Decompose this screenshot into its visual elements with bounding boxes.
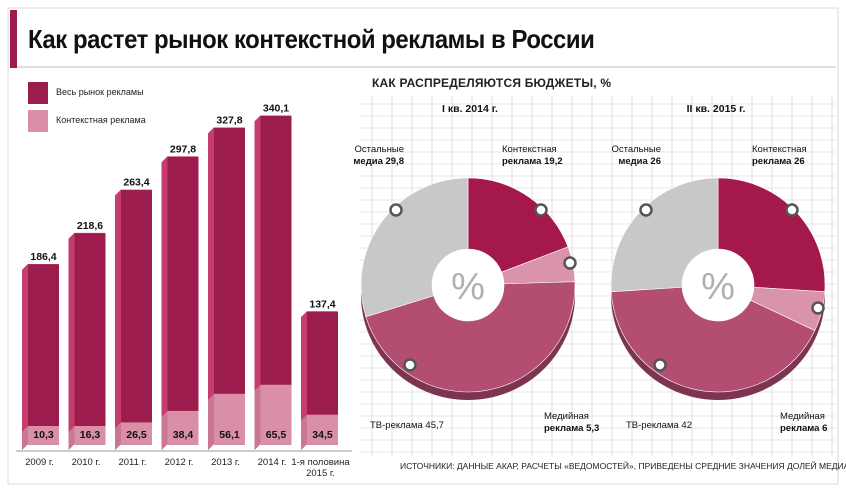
bar-total-side — [115, 189, 121, 450]
pie-slice-label: Медийная реклама 6 — [780, 411, 827, 434]
pie-slice-label-line: Медийная — [544, 411, 589, 422]
bar-total-side — [301, 311, 307, 450]
x-tick-label: 2010 г. — [72, 457, 101, 468]
bar-context — [28, 426, 59, 444]
pie-slice — [467, 177, 569, 273]
x-tick-line: 1-я половина — [291, 457, 350, 468]
pie-slice-label: Контекстная реклама 26 — [752, 144, 807, 167]
bar-total-side — [22, 263, 28, 450]
bar-total-side — [161, 156, 168, 450]
bar-context — [260, 384, 292, 444]
bar-value-label-total: 218,6 — [77, 220, 103, 232]
bar-context-side — [115, 422, 121, 450]
bar-context-side — [254, 384, 261, 450]
bar-value-label-context: 16,3 — [80, 429, 101, 441]
bar-value-label-total: 297,8 — [170, 143, 196, 155]
bar-total — [74, 233, 106, 445]
source-note: ИСТОЧНИКИ: ДАННЫЕ АКАР, РАСЧЕТЫ «ВЕДОМОС… — [400, 461, 846, 471]
frame — [7, 7, 839, 485]
pie-slice-label-line: Контекстная — [502, 144, 557, 155]
pie-slice-label-line: реклама 5,3 — [544, 423, 599, 434]
bar-total — [28, 264, 59, 445]
title-accent — [10, 10, 17, 68]
pie-slice-label-line: ТВ-реклама 42 — [626, 420, 692, 431]
x-tick-label: 1-я половина 2015 г. — [291, 457, 350, 479]
pie-leader-dot — [653, 358, 667, 372]
bar-context-side — [22, 426, 28, 450]
pie-slice-label-line: медиа 29,8 — [353, 156, 404, 167]
bar-context — [121, 422, 152, 444]
bar-context — [74, 426, 106, 444]
pie-center-label: % — [451, 266, 485, 308]
pie-slice-label: ТВ-реклама 45,7 — [370, 420, 444, 431]
bar-value-label-context: 10,3 — [33, 429, 54, 441]
bar-context-side — [68, 426, 75, 450]
bar-value-label-context: 56,1 — [219, 429, 240, 441]
bar-total-side — [68, 232, 75, 450]
pie-leader-dot — [403, 358, 417, 372]
pie-slice-label-line: Медийная — [780, 411, 825, 422]
pie-hole — [432, 249, 504, 321]
pie-title: I кв. 2014 г. — [442, 103, 498, 115]
pie-slice-label: ТВ-реклама 42 — [626, 420, 692, 431]
pie-leader-dot — [534, 203, 548, 217]
pie-slice-label: Остальные медиа 26 — [611, 144, 661, 167]
legend-label-total: Весь рынок рекламы — [56, 87, 144, 97]
x-tick-label: 2013 г. — [211, 457, 240, 468]
pie-slice-label-line: реклама 19,2 — [502, 156, 563, 167]
legend-swatch-context — [28, 110, 48, 132]
x-tick-label: 2009 г. — [25, 457, 54, 468]
bar-value-label-context: 26,5 — [126, 429, 147, 441]
pie-hole — [682, 249, 754, 321]
bar-value-label-context: 34,5 — [312, 429, 333, 441]
pie-slice-label: Контекстная реклама 19,2 — [502, 144, 563, 167]
bar-total-side — [208, 127, 214, 451]
bar-total-side — [254, 115, 261, 450]
pie-slice-label-line: реклама 6 — [780, 423, 827, 434]
bar-total — [214, 127, 245, 445]
pie-slice-label-line: медиа 26 — [618, 156, 661, 167]
title-backdrop — [10, 10, 836, 68]
bar-total — [167, 156, 199, 445]
bar-value-label-total: 327,8 — [216, 114, 242, 126]
bar-value-label-total: 263,4 — [123, 177, 149, 189]
bar-context-side — [161, 410, 168, 450]
bar-value-label-total: 186,4 — [30, 251, 56, 263]
page-title: Как растет рынок контекстной рекламы в Р… — [28, 24, 595, 54]
bar-context — [167, 410, 199, 444]
bar-value-label-context: 38,4 — [173, 429, 194, 441]
pie-slice-label-line: Остальные — [354, 144, 404, 155]
bar-value-label-context: 65,5 — [266, 429, 287, 441]
pie-leader-dot — [811, 301, 825, 315]
x-tick-label: 2012 г. — [165, 457, 194, 468]
pie-slice-label-line: Контекстная — [752, 144, 807, 155]
x-tick-line: 2015 г. — [306, 468, 335, 479]
pies-title: КАК РАСПРЕДЕЛЯЮТСЯ БЮДЖЕТЫ, % — [372, 76, 612, 90]
pie-slice-label: Остальные медиа 29,8 — [353, 144, 404, 167]
pie-slice-label: Медийная реклама 5,3 — [544, 411, 599, 434]
pie-leader-dot — [563, 256, 577, 270]
pie-leader-dot — [389, 203, 403, 217]
legend-label-context: Контекстная реклама — [56, 115, 146, 125]
bar-context — [307, 414, 338, 444]
legend-swatch-total — [28, 82, 48, 104]
pie-slice-label-line: Остальные — [611, 144, 661, 155]
bar-context-side — [208, 393, 214, 450]
x-tick-label: 2011 г. — [118, 457, 146, 468]
bar-context-side — [301, 414, 307, 450]
pie-leader-dot — [785, 203, 799, 217]
x-tick-label: 2014 г. — [258, 457, 287, 468]
bar-value-label-total: 137,4 — [309, 298, 335, 310]
bar-value-label-total: 340,1 — [263, 103, 289, 115]
pie-slice-label-line: ТВ-реклама 45,7 — [370, 420, 444, 431]
pie-leader-dot — [639, 203, 653, 217]
pie-title: II кв. 2015 г. — [687, 103, 746, 115]
pie-slice-label-line: реклама 26 — [752, 156, 805, 167]
bar-total — [121, 190, 152, 445]
pie-center-label: % — [701, 266, 735, 308]
bar-context — [214, 393, 245, 444]
